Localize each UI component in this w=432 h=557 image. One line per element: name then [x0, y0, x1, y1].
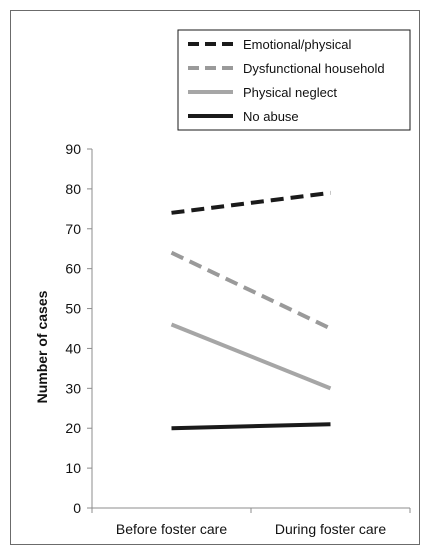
x-tick-label: Before foster care	[116, 521, 227, 537]
series-line	[170, 322, 332, 391]
y-tick-label: 60	[65, 261, 81, 277]
series-line	[171, 422, 331, 431]
y-axis-title: Number of cases	[34, 290, 50, 403]
y-tick-label: 10	[65, 460, 81, 476]
y-tick-label: 70	[65, 221, 81, 237]
legend-label: Dysfunctional household	[243, 61, 385, 76]
y-tick-label: 90	[65, 141, 81, 157]
legend-label: No abuse	[243, 109, 299, 124]
y-axis: 0 10 20 30 40 50 60 70 80 90	[65, 141, 93, 516]
y-tick-label: 50	[65, 301, 81, 317]
y-tick-label: 0	[73, 500, 81, 516]
y-tick-label: 80	[65, 181, 81, 197]
plot-series	[170, 190, 332, 431]
legend: Emotional/physical Dysfunctional househol…	[177, 29, 411, 131]
y-tick-label: 40	[65, 340, 81, 356]
x-tick-label: During foster care	[275, 521, 386, 537]
series-line	[171, 190, 331, 215]
y-tick-label: 30	[65, 380, 81, 396]
legend-label: Physical neglect	[243, 85, 337, 100]
series-line	[170, 250, 332, 331]
y-tick-label: 20	[65, 420, 81, 436]
x-axis: Before foster care During foster care	[91, 507, 411, 537]
legend-box	[177, 29, 411, 131]
legend-label: Emotional/physical	[243, 37, 351, 52]
